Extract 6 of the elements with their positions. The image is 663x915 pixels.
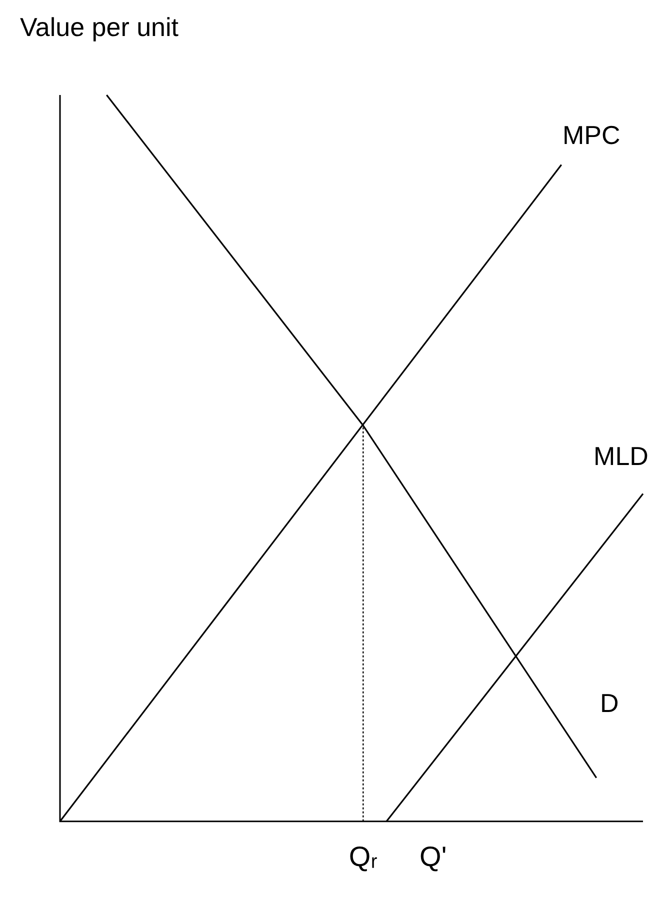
x-tick-label: Q' — [420, 840, 447, 872]
x-tick-label: Qᵣ — [348, 840, 378, 872]
series-label: D — [600, 688, 619, 718]
y-axis-title: Value per unit — [20, 12, 179, 43]
series-label: MPC — [562, 120, 620, 150]
series-label: MLD — [594, 440, 648, 471]
